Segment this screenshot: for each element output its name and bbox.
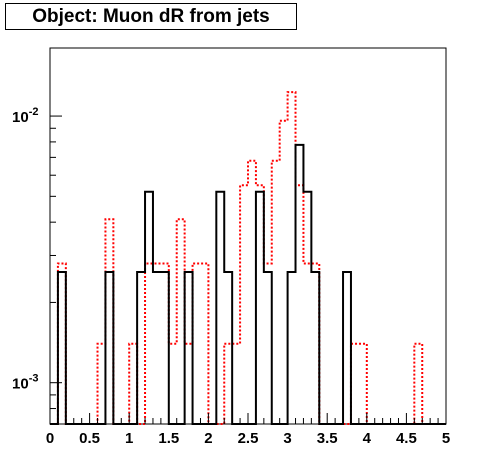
x-tick-label: 4.5 xyxy=(396,430,417,447)
y-tick-exponent: -3 xyxy=(29,373,39,385)
series-layer xyxy=(50,91,446,425)
y-tick-label: 10-3 xyxy=(12,373,38,393)
x-tick-label: 5 xyxy=(442,430,450,447)
y-tick-base: 10 xyxy=(12,109,29,126)
x-tick-label: 1.5 xyxy=(158,430,179,447)
axis-layer: 0 0.5 1 1.5 2 2.5 3 3.5 4 4.5 510-310-2 xyxy=(12,106,450,447)
chart-title: Object: Muon dR from jets xyxy=(5,3,297,30)
plot-frame xyxy=(49,47,447,425)
histogram-series-1 xyxy=(50,91,446,425)
x-tick-label: 0 xyxy=(46,430,54,447)
y-tick-exponent: -2 xyxy=(29,106,39,118)
x-tick-label: 2.5 xyxy=(238,430,259,447)
x-tick-label: 3 xyxy=(283,430,291,447)
x-tick-label: 4 xyxy=(363,430,372,447)
y-tick-base: 10 xyxy=(12,376,29,393)
x-tick-label: 1 xyxy=(125,430,133,447)
y-tick-label: 10-2 xyxy=(12,106,38,126)
x-tick-label: 2 xyxy=(204,430,212,447)
x-tick-label: 0.5 xyxy=(79,430,100,447)
x-tick-label: 3.5 xyxy=(317,430,338,447)
histogram-series-0 xyxy=(50,143,446,425)
